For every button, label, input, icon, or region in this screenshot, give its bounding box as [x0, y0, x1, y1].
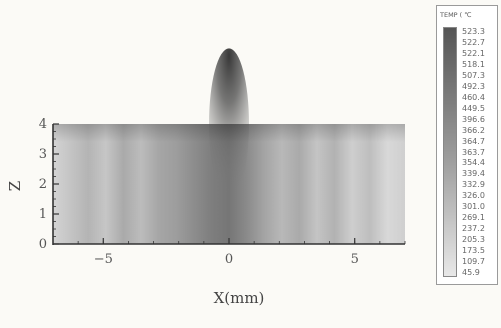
y-tick-label: 3 [39, 147, 47, 162]
colorbar-level-label: 518.1 [462, 59, 485, 69]
axis-ticks: −5 0 5 0 1 2 3 4 [39, 117, 406, 267]
colorbar-level-label: 173.5 [462, 246, 485, 256]
colorbar-level-label: 237.2 [462, 224, 485, 234]
colorbar-level-label: 109.7 [462, 257, 485, 267]
x-axis-title: X(mm) [214, 289, 265, 307]
temperature-field [53, 48, 405, 244]
colorbar-level-label: 332.9 [462, 180, 485, 190]
colorbar-level-label: 366.2 [462, 125, 485, 135]
colorbar-level-label: 523.3 [462, 27, 485, 36]
colorbar-title: TEMP ( ℃ [440, 11, 472, 19]
colorbar-level-label: 363.7 [462, 147, 485, 157]
colorbar-level-label: 364.7 [462, 136, 485, 146]
colorbar-legend: TEMP ( ℃ 523.3 522.7 522.1 518.1 507.3 492.3 4… [436, 5, 498, 285]
y-axis-title: Z [6, 181, 24, 191]
colorbar-gradient [443, 27, 457, 277]
y-tick-label: 2 [39, 177, 47, 192]
colorbar-level-label: 522.7 [462, 37, 485, 47]
colorbar-level-label: 301.0 [462, 202, 485, 212]
field-top-shading [53, 124, 405, 244]
x-tick-label: 0 [225, 252, 233, 267]
colorbar-level-label: 492.3 [462, 81, 485, 91]
colorbar-level-label: 339.4 [462, 169, 485, 179]
colorbar-level-label: 354.4 [462, 158, 485, 168]
x-tick-label: 5 [351, 252, 359, 267]
y-tick-label: 0 [39, 237, 47, 252]
colorbar-level-label: 396.6 [462, 114, 485, 124]
x-tick-label: −5 [94, 252, 113, 267]
colorbar-level-label: 507.3 [462, 70, 485, 80]
colorbar-level-label: 460.4 [462, 92, 485, 102]
colorbar-level-label: 522.1 [462, 48, 485, 58]
colorbar-level-label: 449.5 [462, 103, 485, 113]
y-tick-label: 4 [39, 117, 47, 132]
colorbar-level-label: 205.3 [462, 235, 485, 245]
colorbar-level-label: 269.1 [462, 213, 485, 223]
colorbar-level-label: 45.9 [462, 268, 480, 277]
y-tick-label: 1 [39, 207, 47, 222]
colorbar-level-label: 326.0 [462, 191, 485, 201]
